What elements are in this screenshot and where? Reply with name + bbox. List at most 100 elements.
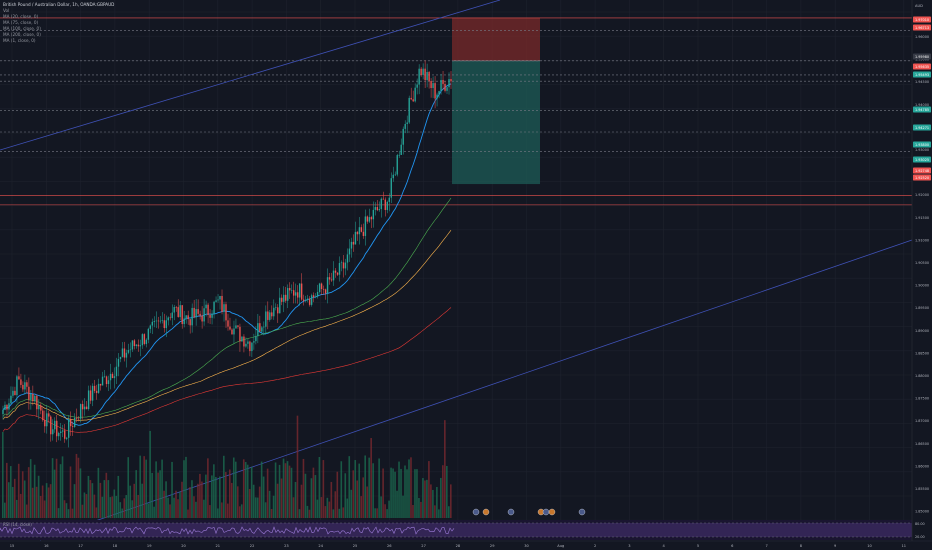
horizontal-levels[interactable]	[0, 17, 912, 206]
volume-bar	[227, 503, 229, 518]
ma100-label[interactable]: MA (100, close, 0)	[3, 26, 41, 31]
position-tool[interactable]	[452, 17, 540, 185]
candle-body	[388, 197, 390, 202]
price-tick: 1.90500	[915, 261, 929, 265]
event-icon[interactable]	[542, 508, 550, 516]
event-icon[interactable]	[482, 508, 490, 516]
volume-bar	[352, 470, 355, 518]
price-tick: 1.86500	[915, 442, 929, 446]
candle-body	[181, 305, 183, 325]
volume-bar	[137, 494, 139, 518]
price-tag-bg	[913, 106, 931, 113]
candle-body	[281, 297, 283, 302]
candle-body	[79, 404, 82, 419]
candle-body	[296, 292, 299, 298]
candle-body	[151, 321, 154, 326]
candle-body	[103, 376, 106, 378]
ma1-label[interactable]: MA (1, close, 0)	[3, 38, 36, 43]
volume-bar	[145, 459, 147, 518]
candle-body	[52, 429, 54, 435]
candle-body	[34, 395, 36, 402]
volume-bar	[143, 456, 145, 518]
volume-bar	[121, 508, 124, 518]
volume-bar	[304, 473, 307, 518]
event-icon[interactable]	[507, 508, 515, 516]
candle-body	[215, 300, 217, 302]
candle-body	[253, 341, 255, 343]
candle-body	[143, 334, 146, 344]
time-tick: 6	[731, 544, 734, 548]
volume-bar	[151, 472, 153, 518]
candle-body	[24, 382, 26, 390]
time-axis[interactable]: 15 16 17 18 19 20 21 22 23 24 25 26 27 28 29 30 Aug 2 3 4 5 6…	[0, 540, 932, 550]
candle-body	[66, 437, 68, 439]
volume-bar	[125, 495, 128, 518]
volume-bar	[394, 471, 396, 518]
price-tag-bg	[913, 53, 931, 60]
volume-bar	[276, 483, 279, 518]
volume-bar	[109, 497, 112, 518]
volume-bar	[19, 493, 22, 518]
price-axis[interactable]: AUD1.960001.950001.945001.940001.935001.…	[911, 0, 932, 550]
volume-bar	[31, 487, 34, 518]
candle-body	[219, 295, 221, 300]
candle-body	[318, 283, 321, 293]
candle-body	[374, 207, 377, 210]
volume-bar	[420, 501, 422, 518]
volume-bar	[101, 496, 104, 518]
candle-body	[85, 406, 88, 410]
volume-bar	[364, 455, 366, 518]
ma75-label[interactable]: MA (75, close, 0)	[3, 20, 39, 25]
volume-bar	[376, 508, 378, 518]
volume-bar	[175, 490, 177, 518]
price-tag-bg	[913, 156, 931, 163]
candle-body	[157, 320, 160, 322]
rsi-indicator-label[interactable]: RSI (14, close)	[3, 522, 32, 527]
volume-bar	[207, 458, 209, 518]
candle-body	[314, 296, 317, 298]
volume-bar	[446, 465, 448, 518]
candle-body	[129, 349, 132, 351]
volume-bar	[238, 506, 241, 518]
volume-bar	[167, 497, 169, 518]
volume-bar	[328, 501, 331, 518]
candle-body	[75, 417, 78, 419]
volume-bar	[398, 461, 400, 518]
price-tick: 1.88500	[915, 351, 929, 355]
volume-bar	[47, 487, 50, 518]
volume-bar	[171, 461, 173, 518]
candle-body	[394, 174, 396, 176]
volume-bar	[316, 499, 319, 518]
ma200-label[interactable]: MA (200, close, 0)	[3, 32, 41, 37]
volume-bar	[326, 497, 329, 518]
volume-bar	[219, 476, 221, 518]
volume-bar	[416, 469, 418, 518]
volume-bar	[183, 460, 185, 518]
event-icon[interactable]	[548, 508, 556, 516]
candle-body	[32, 394, 34, 402]
volume-bar	[163, 490, 165, 518]
volume-bar	[149, 430, 151, 518]
vol-indicator-label[interactable]: Vol	[3, 8, 10, 13]
rsi-tick: 80.00	[915, 522, 925, 526]
volume-bar	[39, 496, 42, 518]
volume-bar	[107, 480, 110, 518]
volume-bar	[63, 500, 66, 518]
event-icon[interactable]	[578, 508, 586, 516]
candle-body	[366, 216, 369, 222]
event-icons[interactable]	[472, 508, 586, 516]
volume-bar	[117, 475, 120, 518]
candle-body	[344, 262, 347, 269]
volume-bar	[252, 484, 255, 518]
time-tick: 18	[113, 544, 118, 548]
symbol-title[interactable]: British Pound / Australian Dollar, 1h, O…	[3, 2, 115, 7]
candle-body	[223, 304, 225, 312]
ma20-label[interactable]: MA (20, close, 0)	[3, 14, 39, 19]
volume-bar	[9, 466, 12, 518]
candle-body	[123, 348, 126, 358]
time-tick: 24	[318, 544, 323, 548]
rsi-pane[interactable]	[0, 520, 912, 540]
event-icon[interactable]	[472, 508, 480, 516]
volume-bar	[201, 481, 203, 518]
